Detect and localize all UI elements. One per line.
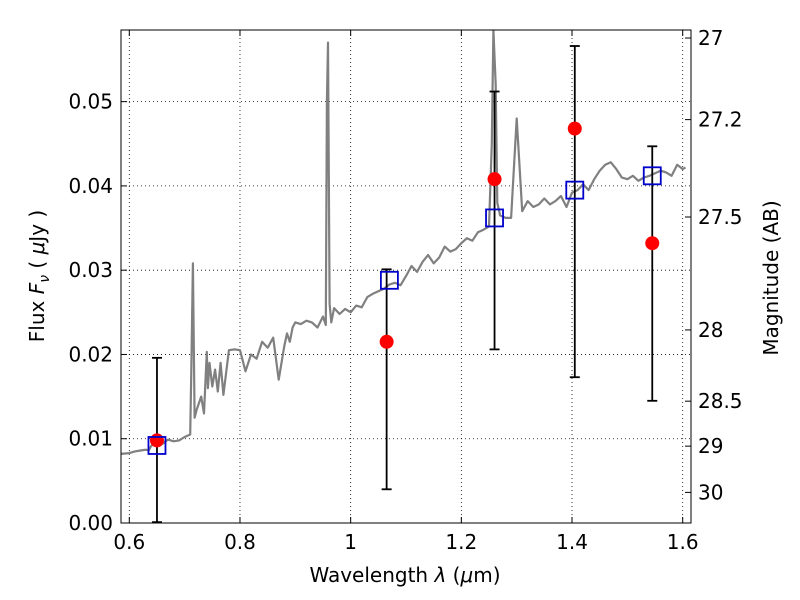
- model-point: [565, 180, 585, 200]
- observed-point: [487, 172, 502, 187]
- x-axis-label: Wavelength λ (μm): [309, 563, 500, 587]
- model-spectrum-line: [121, 30, 687, 455]
- observed-point: [645, 236, 660, 251]
- y2-tick-label: 28: [698, 318, 723, 342]
- observed-point: [149, 433, 164, 448]
- y-axis-label: Flux Fν ( μJy ): [25, 210, 53, 342]
- x-tick-label: 1.6: [667, 530, 699, 554]
- observed-point: [567, 121, 582, 136]
- y2-ticks: 27 27.2 27.5 28 28.5 29 30: [685, 26, 743, 504]
- model-spectrum-layer: [121, 30, 687, 455]
- observed-point: [379, 334, 394, 349]
- y-tick-label: 0.03: [68, 258, 113, 282]
- x-tick-label: 0.8: [224, 530, 256, 554]
- y2-axis-label: Magnitude (AB): [759, 200, 783, 355]
- y-tick-label: 0.01: [68, 427, 113, 451]
- y-tick-label: 0.04: [68, 174, 113, 198]
- plot-frame: [120, 29, 692, 524]
- x-tick-label: 1.4: [556, 530, 588, 554]
- x-tick-label: 0.6: [113, 530, 145, 554]
- y2-tick-label: 27.5: [698, 205, 743, 229]
- y-tick-label: 0.00: [68, 511, 113, 535]
- y-tick-label: 0.02: [68, 342, 113, 366]
- y2-tick-label: 27: [698, 26, 723, 50]
- model-points-layer: [147, 166, 662, 455]
- x-ticks: 0.6 0.8 1 1.2 1.4 1.6: [113, 30, 699, 554]
- errorbar-layer: [151, 45, 658, 524]
- model-point: [147, 436, 167, 455]
- model-point: [379, 270, 399, 290]
- y2-tick-label: 27.2: [698, 108, 743, 132]
- observed-points-layer: [149, 121, 660, 448]
- model-point: [642, 166, 662, 186]
- x-tick-label: 1.2: [445, 530, 477, 554]
- model-point: [485, 208, 504, 228]
- x-tick-label: 1: [344, 530, 357, 554]
- y2-tick-label: 30: [698, 480, 723, 504]
- y-ticks: 0.00 0.01 0.02 0.03 0.04 0.05: [68, 90, 127, 535]
- y2-tick-label: 29: [698, 434, 723, 458]
- y-tick-label: 0.05: [68, 90, 113, 114]
- y2-tick-label: 28.5: [698, 389, 743, 413]
